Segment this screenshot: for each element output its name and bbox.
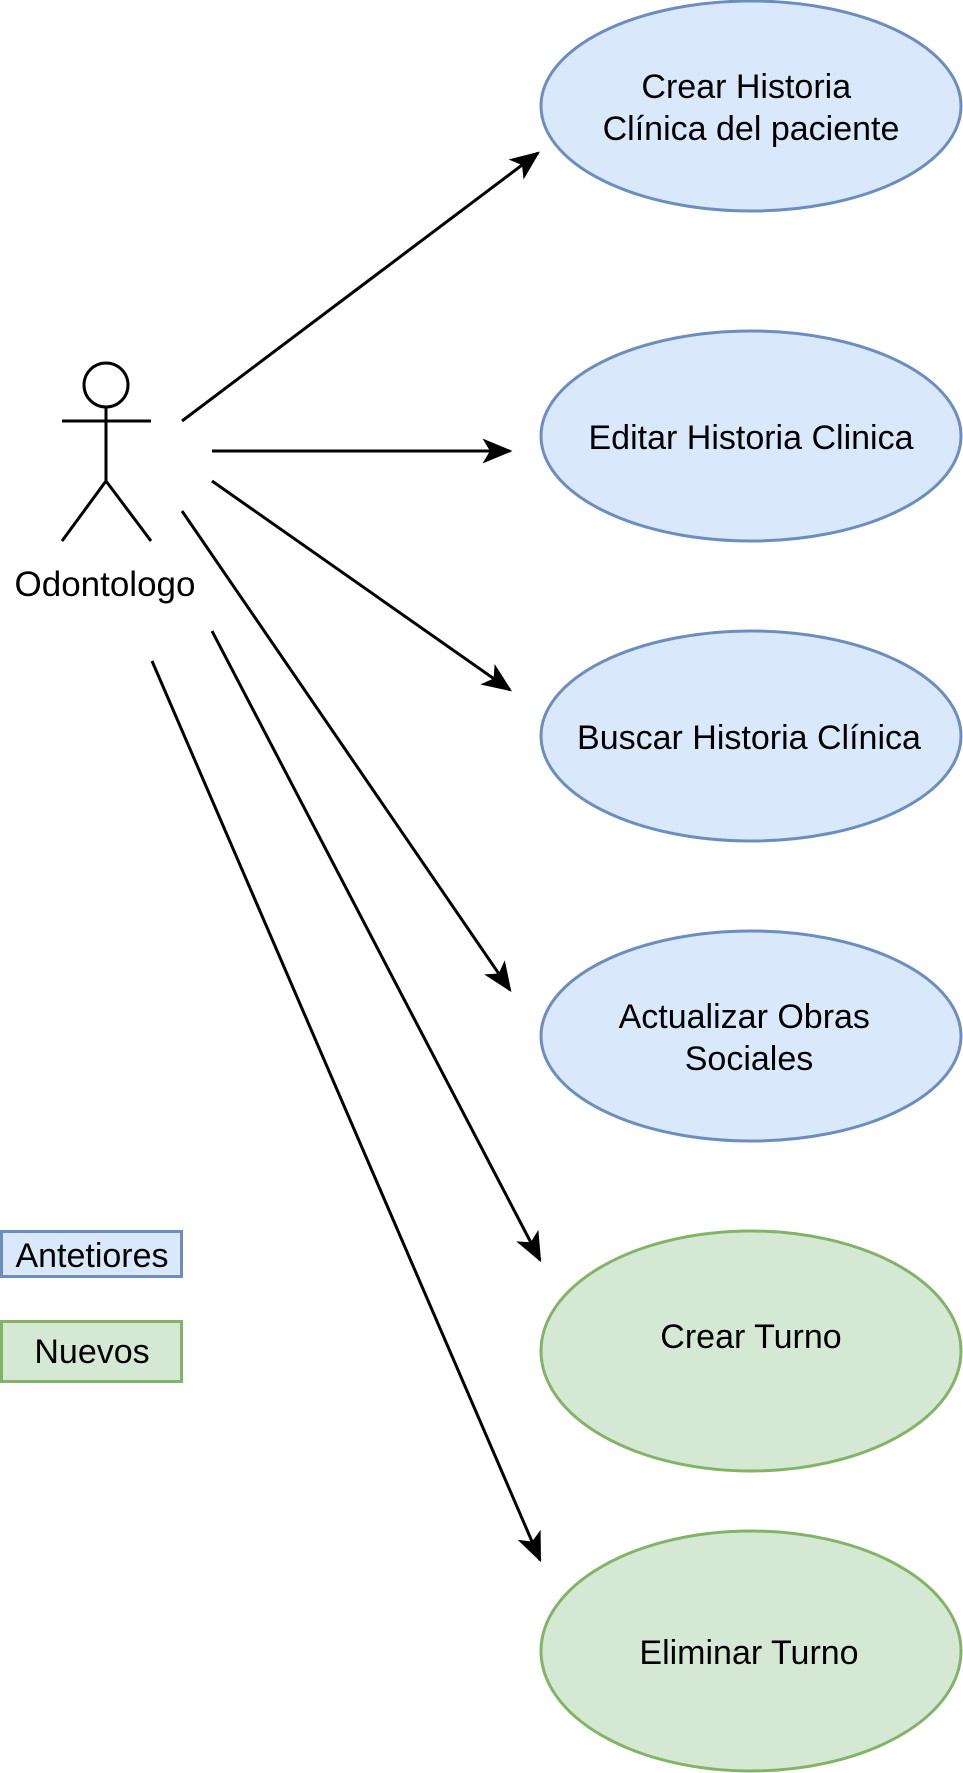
use-case-eliminar-turno[interactable]: Eliminar Turno	[539, 1529, 963, 1773]
use-case-label-line: Clínica del paciente	[603, 110, 900, 148]
use-case-label-line: Sociales	[685, 1040, 814, 1078]
use-case-crear-turno[interactable]: Crear Turno	[539, 1229, 963, 1473]
use-case-label-line: Crear Turno	[660, 1318, 841, 1356]
use-case-crear-historia[interactable]: Crear Historia Clínica del paciente	[539, 0, 963, 213]
legend-label-old: Antetiores	[15, 1237, 168, 1275]
svg-text:Crear Turno: Crear Turno	[660, 1318, 841, 1356]
svg-text:Crear Historia Clínica d: Crear Historia Clínica del paciente	[603, 68, 900, 148]
arrow-to-eliminar-turno[interactable]	[150, 660, 542, 1563]
use-case-label-line: Crear Historia	[641, 68, 851, 106]
svg-text:Actualizar Obras Sociale: Actualizar Obras Sociales	[619, 998, 880, 1078]
arrow-to-crear-historia[interactable]	[181, 151, 540, 423]
legend: Antetiores Nuevos	[0, 1230, 183, 1383]
arrow-to-crear-turno[interactable]	[210, 630, 542, 1263]
actor-right-leg	[104, 480, 153, 542]
use-case-actualizar-obras[interactable]: Actualizar Obras Sociales	[539, 929, 963, 1143]
use-case-shape	[539, 1229, 963, 1473]
associations	[150, 151, 542, 1563]
use-case-shape	[539, 1529, 963, 1773]
svg-text:Eliminar Turno: Eliminar Turno	[639, 1634, 858, 1672]
use-case-editar-historia[interactable]: Editar Historia Clinica	[539, 329, 963, 543]
use-case-shape	[539, 0, 963, 213]
actor-head	[82, 361, 130, 409]
arrow-to-buscar-historia[interactable]	[211, 479, 513, 692]
legend-swatch-new	[0, 1320, 183, 1383]
use-case-shape	[539, 929, 963, 1143]
actor-left-leg	[60, 480, 108, 542]
legend-label-new: Nuevos	[34, 1333, 149, 1371]
use-case-label-line: Buscar Historia Clínica	[577, 719, 921, 757]
actor-odontologo[interactable]	[60, 361, 153, 542]
legend-swatch-old	[0, 1230, 183, 1278]
use-case-label-line: Actualizar Obras	[619, 998, 870, 1036]
use-case-buscar-historia[interactable]: Buscar Historia Clínica	[539, 629, 963, 843]
use-case-label-line: Eliminar Turno	[639, 1634, 858, 1672]
svg-text:Editar Historia Clinica: Editar Historia Clinica	[589, 419, 914, 457]
legend-item-new: Nuevos	[0, 1320, 183, 1383]
use-case-label-line: Editar Historia Clinica	[589, 419, 914, 457]
use-case-shape	[539, 329, 963, 543]
svg-text:Buscar Historia Clínica: Buscar Historia Clínica	[577, 719, 921, 757]
arrow-to-actualizar-obras[interactable]	[180, 510, 512, 993]
legend-item-old: Antetiores	[0, 1230, 183, 1278]
use-case-shape	[539, 629, 963, 843]
actor-name: Odontologo	[15, 565, 196, 604]
